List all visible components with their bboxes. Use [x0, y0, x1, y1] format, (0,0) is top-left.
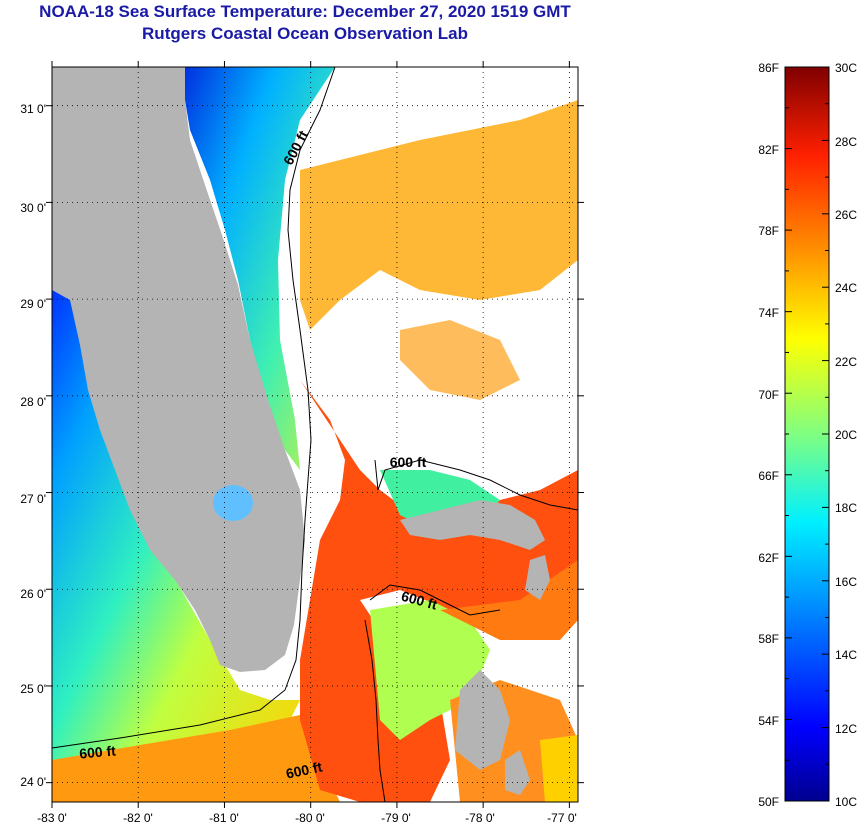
florida-keys-sst — [52, 715, 340, 802]
axis-tick-labels: 31 0' 30 0' 29 0' 28 0' 27 0' 26 0' 25 0… — [20, 102, 576, 825]
colorbar-c-label: 16C — [835, 575, 857, 589]
colorbar-c-label: 30C — [835, 61, 857, 75]
contour-label: 600 ft — [390, 454, 427, 470]
lon-label: -77 0' — [547, 811, 577, 825]
colorbar-f-label: 66F — [758, 469, 779, 483]
lon-label: -81 0' — [209, 811, 239, 825]
colorbar-f-label: 78F — [758, 224, 779, 238]
colorbar-c-label: 20C — [835, 428, 857, 442]
colorbar-c-label: 10C — [835, 795, 857, 809]
colorbar-ticks — [785, 66, 829, 802]
colorbar-c-label: 18C — [835, 501, 857, 515]
lat-label: 24 0' — [20, 775, 46, 789]
lat-label: 28 0' — [20, 395, 46, 409]
colorbar-scale — [784, 66, 830, 802]
abaco-island — [525, 555, 550, 600]
contour-label: 600 ft — [284, 758, 323, 781]
lon-label: -82 0' — [123, 811, 153, 825]
lat-label: 26 0' — [20, 587, 46, 601]
colorbar: 86F 82F 78F 74F 70F 66F 62F 58F 54F 50F … — [758, 61, 857, 809]
colorbar-f-label: 50F — [758, 795, 779, 809]
isobath-great-bahama-bank — [369, 584, 501, 616]
map-imagery — [52, 67, 578, 802]
graticule — [46, 61, 584, 808]
colorbar-c-label: 28C — [835, 135, 857, 149]
southeast-patch-sst — [540, 735, 578, 802]
isobath-little-bahama-bank — [374, 459, 579, 511]
map-frame — [51, 66, 579, 803]
isobath-contours — [51, 66, 579, 803]
grand-bahama-island — [400, 500, 545, 550]
contour-label: 600 ft — [79, 742, 117, 761]
andros-island — [455, 670, 510, 770]
lat-label: 27 0' — [20, 492, 46, 506]
lon-label: -83 0' — [37, 811, 67, 825]
colorbar-f-label: 58F — [758, 632, 779, 646]
scattered-warm-patch — [400, 320, 520, 400]
map-title: NOAA-18 Sea Surface Temperature: Decembe… — [39, 2, 571, 21]
colorbar-f-label: 74F — [758, 306, 779, 320]
lon-label: -79 0' — [381, 811, 411, 825]
shelf-sst-field — [185, 67, 335, 470]
colorbar-c-label: 22C — [835, 355, 857, 369]
colorbar-f-label: 70F — [758, 388, 779, 402]
lat-label: 29 0' — [20, 297, 46, 311]
lat-label: 25 0' — [20, 682, 46, 696]
colorbar-c-label: 24C — [835, 281, 857, 295]
gulf-stream-core — [300, 380, 578, 802]
lake-okeechobee — [213, 485, 253, 521]
colorbar-f-label: 82F — [758, 143, 779, 157]
lon-label: -80 0' — [295, 811, 325, 825]
florida-landmass — [52, 67, 305, 672]
exuma-island — [505, 750, 530, 795]
east-patch-sst — [440, 560, 578, 640]
gulf-stream-patch-north — [300, 100, 578, 330]
lat-label: 30 0' — [20, 201, 46, 215]
isobath-florida — [51, 66, 336, 749]
colorbar-f-label: 54F — [758, 714, 779, 728]
colorbar-c-label: 12C — [835, 722, 857, 736]
lat-label: 31 0' — [20, 102, 46, 116]
colorbar-c-label: 14C — [835, 648, 857, 662]
colorbar-c-label: 26C — [835, 208, 857, 222]
colorbar-f-label: 62F — [758, 551, 779, 565]
isobath-tongue-of-ocean — [364, 619, 386, 803]
map-subtitle: Rutgers Coastal Ocean Observation Lab — [142, 24, 468, 43]
lon-label: -78 0' — [465, 811, 495, 825]
gulf-sst-field — [52, 285, 300, 780]
colorbar-f-label: 86F — [758, 61, 779, 75]
